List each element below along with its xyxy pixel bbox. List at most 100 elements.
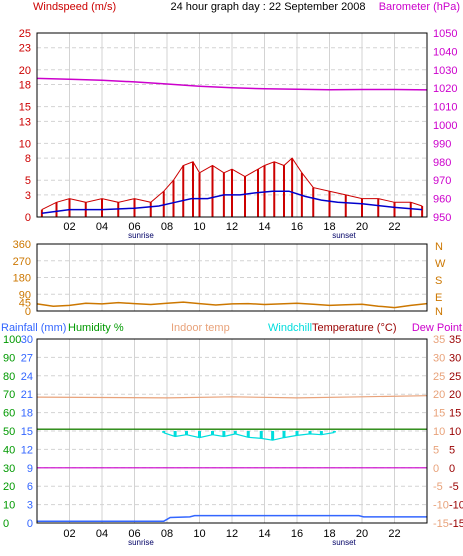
rain-tick-6: 6 (27, 481, 33, 493)
temp-orange-tick-5: 5 (433, 444, 439, 456)
humidity-tick-30: 30 (3, 463, 15, 475)
indoor-temp-line (36, 395, 428, 399)
humidity-tick-0: 0 (3, 518, 9, 530)
windspeed-tick-15: 15 (19, 102, 31, 114)
barometer-tick-1000: 1000 (433, 120, 457, 132)
wind-x-tick-22: 22 (388, 221, 400, 233)
rain-tick-30: 30 (21, 334, 33, 346)
rain-tick-27: 27 (21, 352, 33, 364)
wind-x-tick-10: 10 (193, 221, 205, 233)
temp-red-tick--5: -5 (449, 481, 459, 493)
humidity-tick-100: 100 (3, 334, 21, 346)
wind-x-tick-04: 04 (96, 221, 108, 233)
temp-red-tick-5: 5 (449, 444, 455, 456)
wind-x-tick-20: 20 (356, 221, 368, 233)
legend-temperature-c: Temperature (°C) (312, 322, 396, 334)
climate-x-tick-16: 16 (291, 528, 303, 540)
barometer-tick-1020: 1020 (433, 83, 457, 95)
temp-orange-tick-25: 25 (433, 371, 445, 383)
direction-tick-90: 90 (19, 289, 31, 301)
windspeed-tick-13: 13 (19, 116, 31, 128)
wind-frame (36, 32, 428, 218)
windspeed-tick-25: 25 (19, 28, 31, 40)
humidity-tick-50: 50 (3, 426, 15, 438)
compass-tick-1: E (435, 292, 442, 304)
rainfall-mm-line (37, 514, 427, 522)
rain-tick-18: 18 (21, 408, 33, 420)
temp-orange-tick-10: 10 (433, 426, 445, 438)
temp-orange-tick-30: 30 (433, 352, 445, 364)
direction-tick-45: 45 (19, 298, 31, 310)
legend-humidity: Humidity % (68, 322, 124, 334)
windspeed-tick-18: 18 (19, 80, 31, 92)
direction-tick-360: 360 (13, 239, 31, 251)
humidity-tick-70: 70 (3, 389, 15, 401)
rain-tick-9: 9 (27, 463, 33, 475)
windspeed-line (41, 157, 423, 211)
temp-orange-tick--5: -5 (433, 481, 443, 493)
climate-x-tick-04: 04 (96, 528, 108, 540)
direction-tick-0: 0 (25, 306, 31, 318)
climate-x-tick-14: 14 (258, 528, 270, 540)
temp-red-tick-15: 15 (449, 408, 461, 420)
rain-tick-3: 3 (27, 500, 33, 512)
barometer-tick-980: 980 (433, 157, 451, 169)
rain-tick-24: 24 (21, 371, 33, 383)
wind-x-tick-06: 06 (128, 221, 140, 233)
temp-red-tick-10: 10 (449, 426, 461, 438)
temp-orange-tick-0: 0 (433, 463, 439, 475)
rain-tick-12: 12 (21, 444, 33, 456)
climate-x-tick-18: 18 (323, 528, 335, 540)
wind-x-tick-18: 18 (323, 221, 335, 233)
temp-orange-tick-20: 20 (433, 389, 445, 401)
climate-x-tick-22: 22 (388, 528, 400, 540)
temp-red-tick-35: 35 (449, 334, 461, 346)
humidity-tick-80: 80 (3, 371, 15, 383)
temp-red-tick--10: -10 (449, 500, 463, 512)
barometer-axis-title: Barometer (hPa) (379, 1, 460, 13)
climate-x-tick-12: 12 (226, 528, 238, 540)
compass-tick-2: S (435, 275, 442, 287)
windspeed-tick-10: 10 (19, 138, 31, 150)
climate-sunrise-label: sunrise (128, 538, 154, 547)
wind-x-tick-12: 12 (226, 221, 238, 233)
compass-tick-4: N (435, 241, 443, 253)
windspeed-tick-5: 5 (25, 175, 31, 187)
windspeed-tick-20: 20 (19, 65, 31, 77)
wind-direction-line (36, 301, 428, 309)
climate-x-tick-20: 20 (356, 528, 368, 540)
wind-x-tick-08: 08 (161, 221, 173, 233)
wind-barometer-panel: 0358101315182023259509609709809901000101… (19, 28, 458, 240)
temp-orange-tick--10: -10 (433, 500, 449, 512)
climate-frame (36, 338, 428, 524)
legend-dew-point: Dew Point (412, 322, 462, 334)
barometer-tick-970: 970 (433, 175, 451, 187)
legend-windchill: Windchill (268, 322, 312, 334)
temp-orange-tick-15: 15 (433, 408, 445, 420)
windspeed-tick-23: 23 (19, 43, 31, 55)
legend-indoor-temp: Indoor temp (171, 322, 230, 334)
temp-orange-tick--15: -15 (433, 518, 449, 530)
humidity-tick-20: 20 (3, 481, 15, 493)
windspeed-tick-3: 3 (25, 190, 31, 202)
barometer-line (36, 77, 428, 91)
humidity-tick-90: 90 (3, 352, 15, 364)
wind-x-tick-02: 02 (63, 221, 75, 233)
temp-red-tick--15: -15 (449, 518, 463, 530)
rain-tick-15: 15 (21, 426, 33, 438)
climate-x-tick-10: 10 (193, 528, 205, 540)
humidity-tick-40: 40 (3, 444, 15, 456)
chart-title: 24 hour graph day : 22 September 2008 (170, 1, 365, 13)
chart-text-layer: Windspeed (m/s) 24 hour graph day : 22 S… (33, 1, 460, 13)
climate-x-tick-08: 08 (161, 528, 173, 540)
rain-tick-0: 0 (27, 518, 33, 530)
barometer-tick-950: 950 (433, 212, 451, 224)
wind-sunset-label: sunset (332, 231, 356, 240)
barometer-tick-1010: 1010 (433, 102, 457, 114)
barometer-tick-1040: 1040 (433, 46, 457, 58)
climate-sunset-label: sunset (332, 538, 356, 547)
legend-rainfall-mm: Rainfall (mm) (1, 322, 66, 334)
